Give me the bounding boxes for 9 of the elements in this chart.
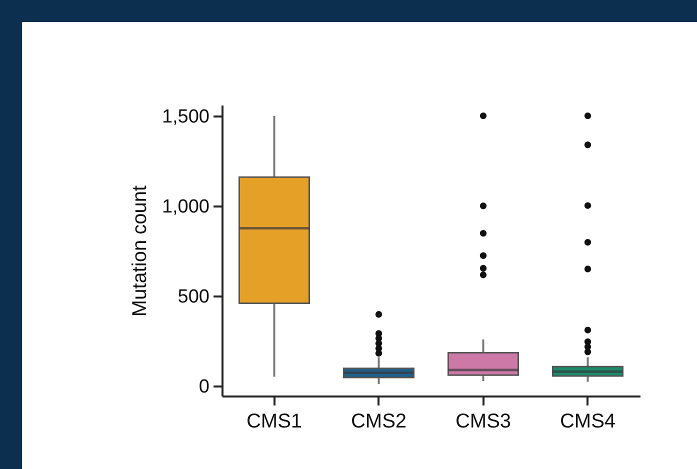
y-tick-label: 0 [198, 376, 210, 398]
x-tick-label: CMS1 [246, 410, 302, 432]
x-tick-label: CMS4 [560, 410, 616, 432]
y-tick-label: 1,000 [162, 196, 210, 218]
x-tick-label: CMS2 [350, 410, 407, 432]
x-tick-label: CMS3 [455, 410, 512, 432]
y-tick-label: 1,500 [162, 106, 210, 128]
y-tick-label: 500 [178, 286, 210, 308]
y-axis-title: Mutation count [128, 184, 151, 317]
